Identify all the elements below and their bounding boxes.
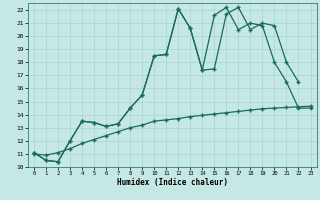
X-axis label: Humidex (Indice chaleur): Humidex (Indice chaleur) [117, 178, 228, 187]
